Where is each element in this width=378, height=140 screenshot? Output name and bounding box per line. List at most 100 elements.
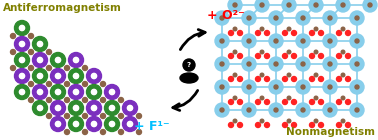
Circle shape bbox=[350, 103, 364, 117]
Circle shape bbox=[28, 66, 34, 71]
Circle shape bbox=[19, 41, 25, 47]
Text: Antiferromagnetism: Antiferromagnetism bbox=[3, 3, 122, 13]
Circle shape bbox=[55, 73, 60, 79]
Circle shape bbox=[282, 122, 288, 128]
Circle shape bbox=[282, 53, 288, 59]
Circle shape bbox=[314, 3, 318, 7]
Circle shape bbox=[37, 73, 43, 79]
Circle shape bbox=[265, 100, 270, 104]
Circle shape bbox=[233, 3, 237, 7]
Circle shape bbox=[109, 121, 115, 127]
Circle shape bbox=[237, 122, 243, 128]
Circle shape bbox=[104, 116, 119, 131]
Circle shape bbox=[33, 101, 48, 116]
Circle shape bbox=[220, 85, 224, 89]
Circle shape bbox=[183, 59, 195, 71]
Circle shape bbox=[37, 41, 43, 47]
Circle shape bbox=[310, 53, 314, 59]
Circle shape bbox=[314, 119, 318, 123]
Circle shape bbox=[355, 85, 359, 89]
Circle shape bbox=[65, 97, 70, 102]
Circle shape bbox=[260, 96, 264, 100]
Circle shape bbox=[296, 80, 310, 94]
Circle shape bbox=[28, 33, 34, 39]
Circle shape bbox=[51, 101, 65, 116]
Circle shape bbox=[68, 52, 84, 67]
Circle shape bbox=[14, 20, 29, 36]
Circle shape bbox=[28, 50, 34, 54]
Circle shape bbox=[323, 34, 337, 48]
Circle shape bbox=[341, 73, 345, 77]
Circle shape bbox=[336, 100, 341, 104]
Circle shape bbox=[127, 121, 133, 127]
Circle shape bbox=[247, 85, 251, 89]
Circle shape bbox=[220, 39, 224, 43]
Circle shape bbox=[260, 50, 264, 54]
Circle shape bbox=[355, 108, 359, 112]
Circle shape bbox=[265, 122, 270, 128]
Circle shape bbox=[309, 0, 323, 12]
Circle shape bbox=[269, 57, 283, 71]
Circle shape bbox=[68, 116, 84, 131]
Circle shape bbox=[14, 68, 29, 83]
Circle shape bbox=[82, 81, 87, 87]
Circle shape bbox=[51, 116, 65, 131]
Circle shape bbox=[237, 31, 243, 36]
Circle shape bbox=[287, 3, 291, 7]
Circle shape bbox=[341, 27, 345, 31]
Circle shape bbox=[355, 16, 359, 20]
Circle shape bbox=[314, 73, 318, 77]
Circle shape bbox=[65, 130, 70, 135]
Circle shape bbox=[319, 53, 324, 59]
Circle shape bbox=[323, 57, 337, 71]
Circle shape bbox=[282, 100, 288, 104]
Circle shape bbox=[220, 16, 224, 20]
Circle shape bbox=[228, 122, 234, 128]
Circle shape bbox=[310, 100, 314, 104]
Circle shape bbox=[11, 50, 15, 54]
Circle shape bbox=[256, 76, 260, 81]
Circle shape bbox=[14, 37, 29, 52]
Circle shape bbox=[319, 122, 324, 128]
Circle shape bbox=[87, 68, 102, 83]
Circle shape bbox=[118, 130, 124, 135]
Circle shape bbox=[65, 114, 70, 118]
Circle shape bbox=[19, 89, 25, 95]
Circle shape bbox=[345, 122, 350, 128]
Circle shape bbox=[260, 27, 264, 31]
Circle shape bbox=[37, 57, 43, 63]
Circle shape bbox=[228, 53, 234, 59]
Circle shape bbox=[82, 114, 87, 118]
Circle shape bbox=[51, 52, 65, 67]
Circle shape bbox=[14, 52, 29, 67]
Circle shape bbox=[350, 80, 364, 94]
Circle shape bbox=[73, 121, 79, 127]
Circle shape bbox=[220, 62, 224, 66]
Circle shape bbox=[104, 85, 119, 100]
Circle shape bbox=[51, 68, 65, 83]
Circle shape bbox=[28, 97, 34, 102]
Circle shape bbox=[310, 31, 314, 36]
Circle shape bbox=[242, 80, 256, 94]
Circle shape bbox=[345, 76, 350, 81]
Circle shape bbox=[19, 57, 25, 63]
Circle shape bbox=[228, 100, 234, 104]
Circle shape bbox=[215, 34, 229, 48]
Circle shape bbox=[255, 0, 269, 12]
Circle shape bbox=[122, 116, 138, 131]
Circle shape bbox=[101, 130, 105, 135]
Circle shape bbox=[287, 50, 291, 54]
Circle shape bbox=[328, 108, 332, 112]
Circle shape bbox=[260, 3, 264, 7]
Circle shape bbox=[118, 97, 124, 102]
Circle shape bbox=[341, 119, 345, 123]
Text: + O²⁻: + O²⁻ bbox=[207, 9, 245, 22]
Circle shape bbox=[242, 34, 256, 48]
Circle shape bbox=[33, 85, 48, 100]
Circle shape bbox=[65, 66, 70, 71]
Circle shape bbox=[355, 39, 359, 43]
Circle shape bbox=[269, 34, 283, 48]
Circle shape bbox=[301, 39, 305, 43]
Circle shape bbox=[14, 85, 29, 100]
Circle shape bbox=[51, 85, 65, 100]
